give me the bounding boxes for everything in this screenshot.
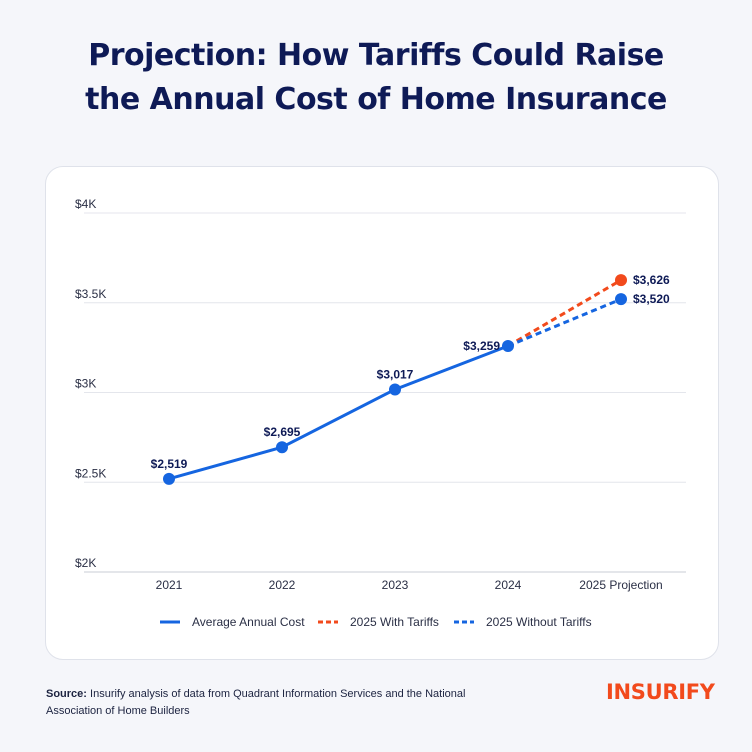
legend-label: 2025 Without Tariffs [486, 615, 592, 629]
x-tick-label: 2024 [495, 578, 522, 592]
series-line-2 [507, 297, 622, 348]
data-label: $2,519 [151, 457, 188, 471]
series-line-0 [168, 344, 509, 481]
title-line-2: the Annual Cost of Home Insurance [85, 82, 667, 117]
source-note: Source: Insurify analysis of data from Q… [46, 686, 486, 720]
chart-title: Projection: How Tariffs Could Raise the … [0, 34, 752, 122]
legend-label: Average Annual Cost [192, 615, 305, 629]
x-tick-label: 2025 Projection [579, 578, 662, 592]
data-point [163, 472, 175, 485]
source-text: Insurify analysis of data from Quadrant … [46, 688, 466, 717]
source-label: Source: [46, 688, 87, 700]
data-label: $3,626 [633, 273, 670, 287]
line-chart: $4K $3.5K $3K $2.5K $2K 2021 2022 2023 2024 2025 … [75, 197, 686, 629]
data-point [389, 383, 401, 396]
title-line-1: Projection: How Tariffs Could Raise [88, 38, 664, 73]
y-tick-label: $3.5K [75, 287, 106, 301]
y-tick-label: $2K [75, 556, 96, 570]
data-point [615, 274, 627, 287]
x-tick-label: 2021 [156, 578, 183, 592]
data-label: $3,017 [377, 367, 414, 381]
chart-card: $4K $3.5K $3K $2.5K $2K 2021 2022 2023 2024 2025 … [45, 166, 719, 660]
data-label: $2,695 [264, 425, 301, 439]
data-label: $3,259 [463, 339, 500, 353]
y-tick-label: $3K [75, 377, 96, 391]
x-tick-label: 2022 [269, 578, 296, 592]
y-tick-label: $4K [75, 197, 96, 211]
legend-label: 2025 With Tariffs [350, 615, 439, 629]
data-label: $3,520 [633, 292, 670, 306]
y-tick-label: $2.5K [75, 466, 106, 480]
x-tick-label: 2023 [382, 578, 409, 592]
data-point [276, 441, 288, 454]
series-line-1 [507, 278, 622, 348]
data-point [615, 293, 627, 306]
insurify-logo: INSURIFY [606, 680, 715, 704]
data-point [502, 340, 514, 353]
